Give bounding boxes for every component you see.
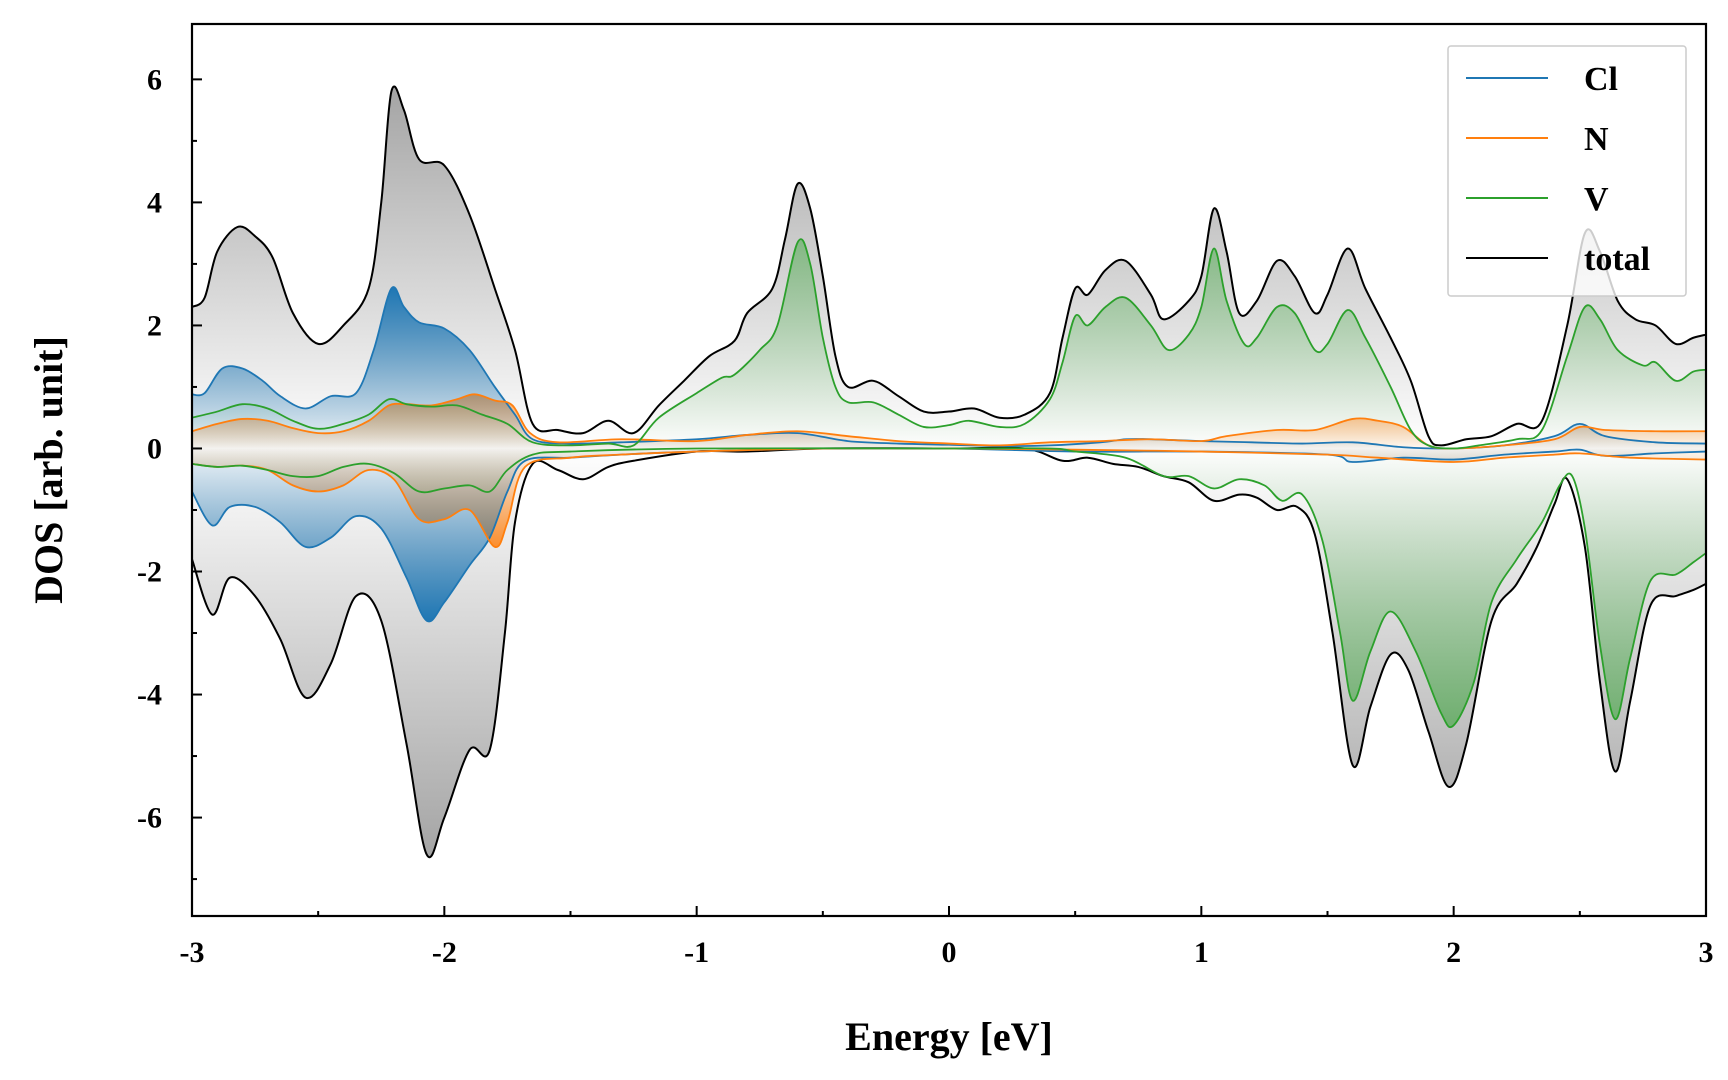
fill-v-up <box>192 239 1706 449</box>
line-total-up <box>192 85 1706 447</box>
legend-label-total: total <box>1584 241 1650 278</box>
x-tick-labels: -3 -2 -1 0 1 2 3 <box>180 936 1714 969</box>
y-tick-label: 2 <box>147 309 162 342</box>
axis-ticks <box>191 78 1707 916</box>
line-n-down <box>192 447 1706 548</box>
x-tick-label: 3 <box>1699 936 1714 969</box>
legend-label-n: N <box>1584 121 1609 158</box>
x-tick-label: 0 <box>942 936 957 969</box>
x-tick-label: -3 <box>180 936 205 969</box>
x-tick-label: 2 <box>1446 936 1461 969</box>
y-axis-label: DOS [arb. unit] <box>26 336 71 604</box>
y-tick-label: 0 <box>147 432 162 465</box>
y-tick-label: -6 <box>137 802 162 835</box>
x-tick-label: 1 <box>1194 936 1209 969</box>
series-lines <box>192 85 1706 859</box>
line-v-down <box>192 447 1706 729</box>
y-tick-labels: -6 -4 -2 0 2 4 6 <box>137 63 162 834</box>
fill-v-down <box>192 448 1706 728</box>
legend-label-cl: Cl <box>1584 61 1618 98</box>
area-fills <box>192 86 1706 858</box>
y-tick-label: -4 <box>137 679 162 712</box>
x-axis-label: Energy [eV] <box>845 1014 1053 1059</box>
x-tick-label: -1 <box>684 936 709 969</box>
y-tick-label: 6 <box>147 63 162 96</box>
fill-n-up <box>192 394 1706 449</box>
line-total-down <box>192 446 1706 859</box>
legend-box <box>1447 45 1687 297</box>
legend-label-v: V <box>1584 181 1609 218</box>
fill-cl-up <box>192 286 1706 449</box>
x-tick-label: -2 <box>432 936 457 969</box>
fill-cl-down <box>192 448 1706 622</box>
y-tick-label: 4 <box>147 186 162 219</box>
line-v-up <box>192 238 1706 450</box>
y-tick-label: -2 <box>137 556 162 589</box>
